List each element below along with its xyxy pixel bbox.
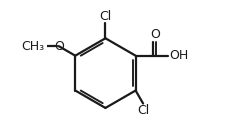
Text: Cl: Cl — [136, 104, 149, 117]
Text: Cl: Cl — [99, 10, 111, 22]
Text: OH: OH — [168, 49, 187, 62]
Text: CH₃: CH₃ — [22, 40, 44, 53]
Text: O: O — [149, 28, 159, 41]
Text: O: O — [54, 40, 63, 53]
